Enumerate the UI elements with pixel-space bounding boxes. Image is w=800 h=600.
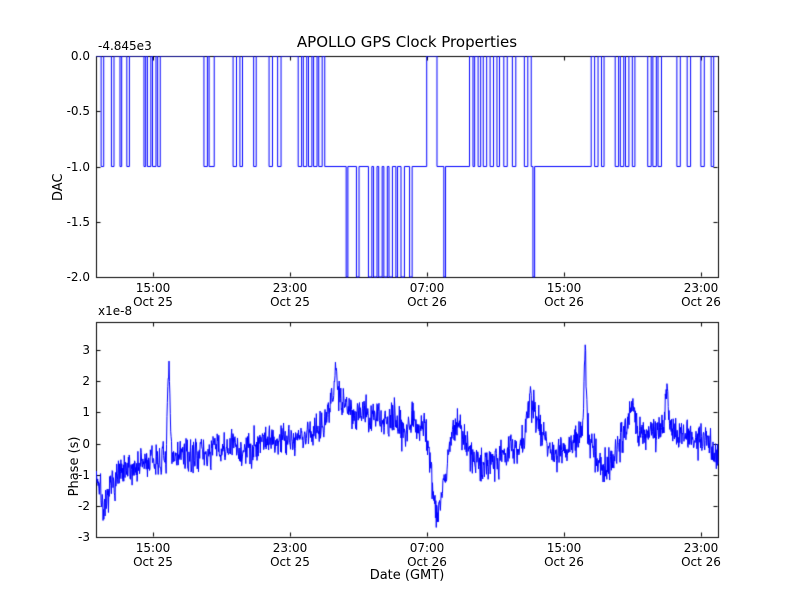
xtick-date: Oct 26 [407,295,447,309]
xtick-date: Oct 25 [133,295,173,309]
xtick-date: Oct 26 [681,555,721,569]
phase-ytick-label: 2 [82,374,90,388]
xtick-date: Oct 25 [270,555,310,569]
phase-xtick-label: 07:00 Oct 26 [382,541,472,569]
phase-xtick-label: 23:00 Oct 25 [245,541,335,569]
phase-ytick-label: 3 [82,343,90,357]
dac-y-axis-label: DAC [50,173,66,202]
x-axis-label: Date (GMT) [369,568,445,583]
phase-axis-scale-text: x1e-8 [98,304,133,318]
xtick-time: 15:00 [135,541,171,555]
xtick-date: Oct 25 [270,295,310,309]
xtick-date: Oct 26 [544,555,584,569]
dac-xtick-label: 15:00 Oct 26 [519,281,609,309]
xtick-time: 15:00 [135,281,171,295]
xtick-date: Oct 26 [544,295,584,309]
xtick-time: 07:00 [409,281,445,295]
dac-xtick-label: 23:00 Oct 26 [656,281,746,309]
xtick-date: Oct 25 [133,555,173,569]
phase-xtick-label: 15:00 Oct 25 [108,541,198,569]
dac-ytick-label: -1.0 [66,160,90,174]
xtick-time: 23:00 [272,281,308,295]
dac-xtick-label: 07:00 Oct 26 [382,281,472,309]
xtick-time: 23:00 [683,541,719,555]
phase-ytick-label: -3 [78,530,90,544]
phase-xtick-label: 23:00 Oct 26 [656,541,746,569]
xtick-date: Oct 26 [681,295,721,309]
phase-ytick-label: -1 [78,468,90,482]
xtick-time: 15:00 [546,541,582,555]
phase-xtick-label: 15:00 Oct 26 [519,541,609,569]
xtick-time: 23:00 [683,281,719,295]
xtick-time: 23:00 [272,541,308,555]
dac-xtick-label: 15:00 Oct 25 [108,281,198,309]
xtick-time: 15:00 [546,281,582,295]
phase-ytick-label: -2 [78,499,90,513]
dac-ytick-label: 0.0 [70,49,90,63]
dac-axis-offset-text: -4.845e3 [98,39,152,53]
dac-ytick-label: -0.5 [66,104,90,118]
dac-ytick-label: -1.5 [66,215,90,229]
phase-ytick-label: 1 [82,405,90,419]
dac-xtick-label: 23:00 Oct 25 [245,281,335,309]
dac-ytick-label: -2.0 [66,270,90,284]
xtick-time: 07:00 [409,541,445,555]
xtick-date: Oct 26 [407,555,447,569]
phase-ytick-label: 0 [82,437,90,451]
chart-title: APOLLO GPS Clock Properties [296,33,518,51]
